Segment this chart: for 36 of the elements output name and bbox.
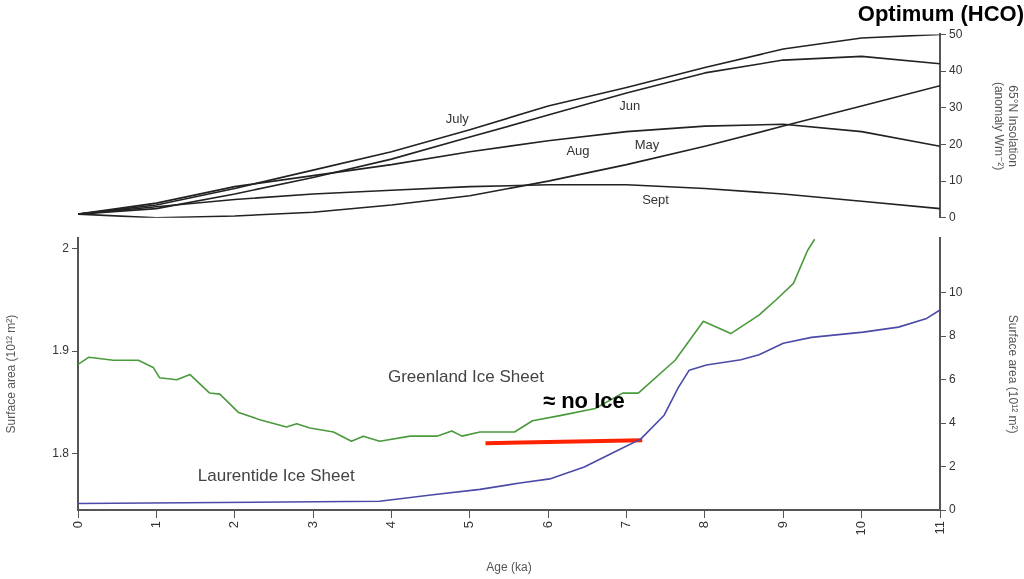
series-label: Jun — [619, 97, 641, 113]
y2-tick-label: 4 — [949, 415, 956, 430]
y-tick-label: 1.8 — [52, 445, 70, 460]
y2-axis-title: Surface area (10¹² m²) — [1006, 314, 1021, 434]
x-tick-label: 3 — [304, 521, 320, 529]
x-tick-label: 8 — [696, 521, 712, 529]
series-label: Greenland Ice Sheet — [387, 366, 545, 386]
y-tick-label: 10 — [949, 173, 963, 188]
y-tick-label: 40 — [949, 63, 963, 78]
series-label: Sept — [642, 191, 670, 207]
chart-title: Optimum (HCO) — [857, 1, 1024, 27]
y2-tick-label: 6 — [949, 371, 956, 386]
x-tick-label: 9 — [774, 521, 790, 529]
series-label: July — [445, 110, 470, 126]
x-tick-label: 7 — [618, 521, 634, 529]
y-tick-label: 50 — [949, 26, 963, 41]
x-tick-label: 6 — [539, 521, 555, 529]
x-tick-label: 11 — [931, 521, 947, 535]
x-axis-title: Age (ka) — [486, 560, 532, 575]
y-tick-label: 30 — [949, 100, 963, 115]
y-tick-label: 0 — [949, 210, 956, 225]
y2-tick-label: 8 — [949, 328, 956, 343]
x-tick-label: 1 — [147, 521, 163, 529]
series-label: Aug — [566, 142, 590, 158]
series-label: May — [634, 137, 660, 153]
x-tick-label: 4 — [383, 521, 399, 529]
y-tick-label: 1.9 — [52, 343, 70, 358]
y-axis-title: 65°N Insolation (anomaly Wm⁻²) — [992, 81, 1021, 171]
y-axis-title: Surface area (10¹² m²) — [3, 314, 18, 434]
x-tick-label: 5 — [461, 521, 477, 529]
series-label: Laurentide Ice Sheet — [197, 465, 355, 485]
y-tick-label: 20 — [949, 136, 963, 151]
x-tick-label: 10 — [853, 521, 869, 536]
x-tick-label: 2 — [226, 521, 242, 529]
y-tick-label: 2 — [62, 240, 70, 255]
x-tick-label: 0 — [69, 521, 85, 529]
